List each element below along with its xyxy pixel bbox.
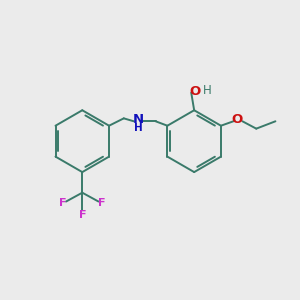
Text: O: O xyxy=(232,113,243,126)
Text: O: O xyxy=(189,85,201,98)
Text: F: F xyxy=(59,198,67,208)
Text: F: F xyxy=(98,198,105,208)
Text: H: H xyxy=(203,84,212,97)
Text: H: H xyxy=(134,123,143,133)
Text: N: N xyxy=(133,113,144,126)
Text: F: F xyxy=(79,210,86,220)
